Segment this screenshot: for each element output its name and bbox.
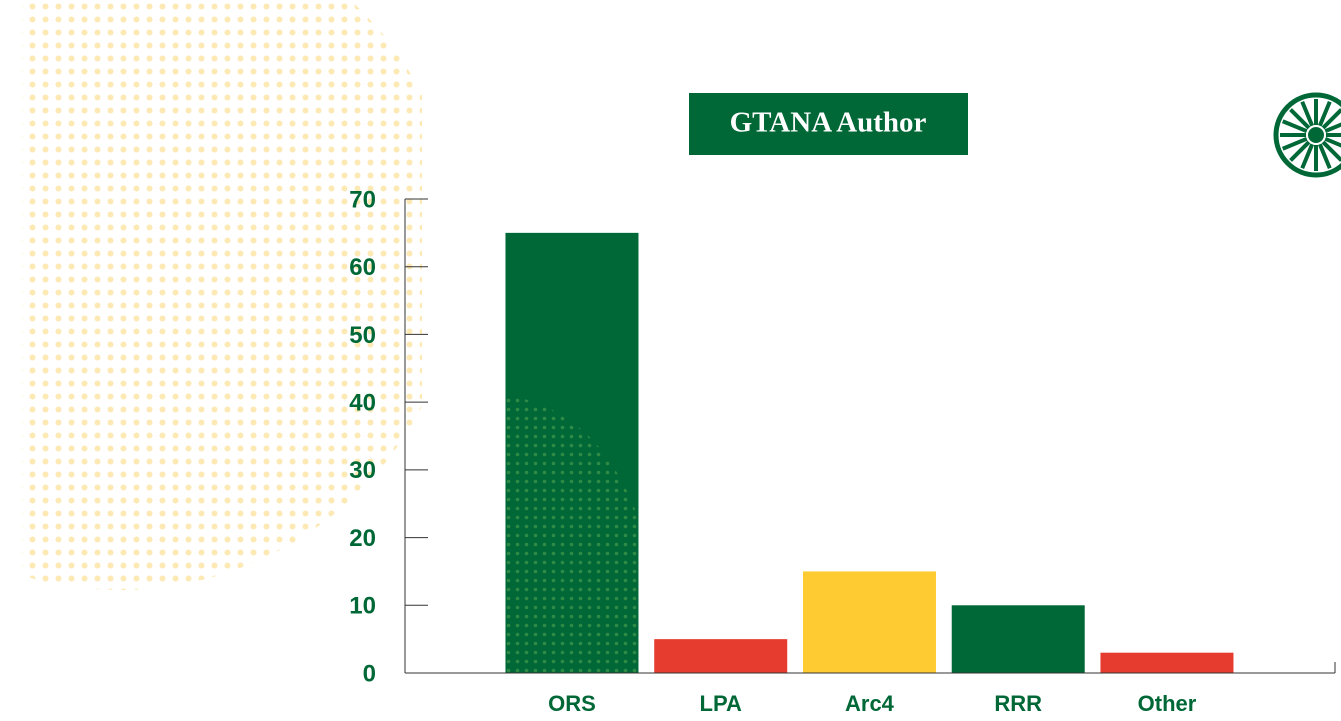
y-tick-label: 70 bbox=[349, 186, 376, 213]
logo-spoke bbox=[1321, 140, 1341, 162]
bar bbox=[1100, 652, 1234, 673]
logo-spoke bbox=[1300, 100, 1315, 127]
logo-spoke bbox=[1281, 136, 1308, 151]
bar bbox=[951, 605, 1085, 673]
logo-spoke bbox=[1281, 119, 1308, 134]
y-tick-label: 0 bbox=[363, 660, 376, 687]
y-tick-label: 30 bbox=[349, 457, 376, 484]
bar bbox=[654, 639, 788, 673]
logo-spoke bbox=[1324, 122, 1341, 134]
logo-spoke bbox=[1324, 136, 1341, 148]
y-tick-label: 40 bbox=[349, 389, 376, 416]
bar bbox=[802, 571, 936, 673]
y-tick-label: 60 bbox=[349, 254, 376, 281]
x-tick-label: Other bbox=[1138, 691, 1197, 716]
logo-spoke bbox=[1321, 108, 1341, 130]
chart-title: GTANA Author bbox=[730, 107, 927, 139]
logo-spoke bbox=[1317, 143, 1332, 170]
y-tick-label: 10 bbox=[349, 593, 376, 620]
y-tick-label: 20 bbox=[349, 525, 376, 552]
x-tick-label: LPA bbox=[700, 691, 742, 716]
x-tick-label: RRR bbox=[994, 691, 1042, 716]
bar-texture bbox=[506, 395, 639, 673]
x-tick-label: Arc4 bbox=[845, 691, 895, 716]
logo-spoke bbox=[1289, 140, 1311, 162]
logo-spoke bbox=[1317, 100, 1332, 127]
y-tick-label: 50 bbox=[349, 322, 376, 349]
logo-spoke bbox=[1289, 108, 1311, 130]
background-dots bbox=[22, 0, 422, 590]
logo-spoke bbox=[1300, 143, 1315, 170]
logo bbox=[1273, 92, 1341, 178]
title-box bbox=[689, 93, 968, 155]
x-tick-label: ORS bbox=[548, 691, 596, 716]
